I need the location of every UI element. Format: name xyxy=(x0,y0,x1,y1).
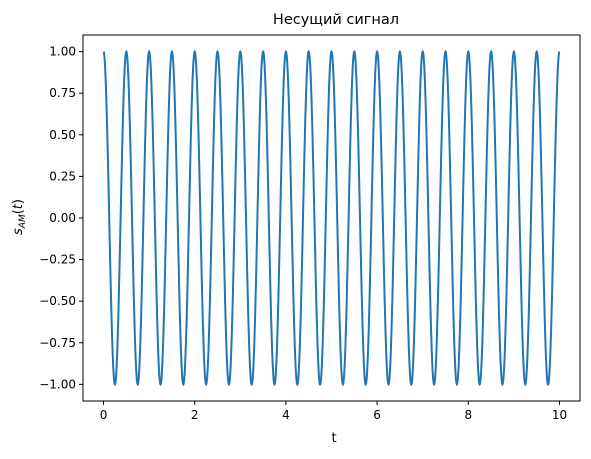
y-axis-ticks: 1.00 0.75 0.50 0.25 0.00 −0.25 −0.50 −0.75 −1.00 xyxy=(39,45,83,391)
x-tick-label: 0 xyxy=(100,408,108,422)
y-tick-label: −0.75 xyxy=(39,336,76,350)
y-tick-label: 0.75 xyxy=(49,86,76,100)
x-tick-label: 8 xyxy=(464,408,472,422)
x-axis-label: t xyxy=(331,431,336,446)
y-tick-label: 0.25 xyxy=(49,169,76,183)
y-axis-label: sAM(t) xyxy=(11,199,28,235)
x-axis-ticks: 0 2 4 6 8 10 xyxy=(100,401,567,422)
chart-title: Несущий сигнал xyxy=(273,12,399,28)
x-tick-label: 6 xyxy=(373,408,381,422)
carrier-signal-line xyxy=(102,49,561,387)
x-tick-label: 2 xyxy=(191,408,199,422)
y-tick-label: −0.50 xyxy=(39,294,76,308)
y-tick-label: −0.25 xyxy=(39,253,76,267)
y-tick-label: 0.00 xyxy=(49,211,76,225)
x-tick-label: 4 xyxy=(282,408,290,422)
x-tick-label: 10 xyxy=(552,408,567,422)
y-tick-label: 1.00 xyxy=(49,45,76,59)
y-tick-label: 0.50 xyxy=(49,128,76,142)
y-tick-label: −1.00 xyxy=(39,377,76,391)
